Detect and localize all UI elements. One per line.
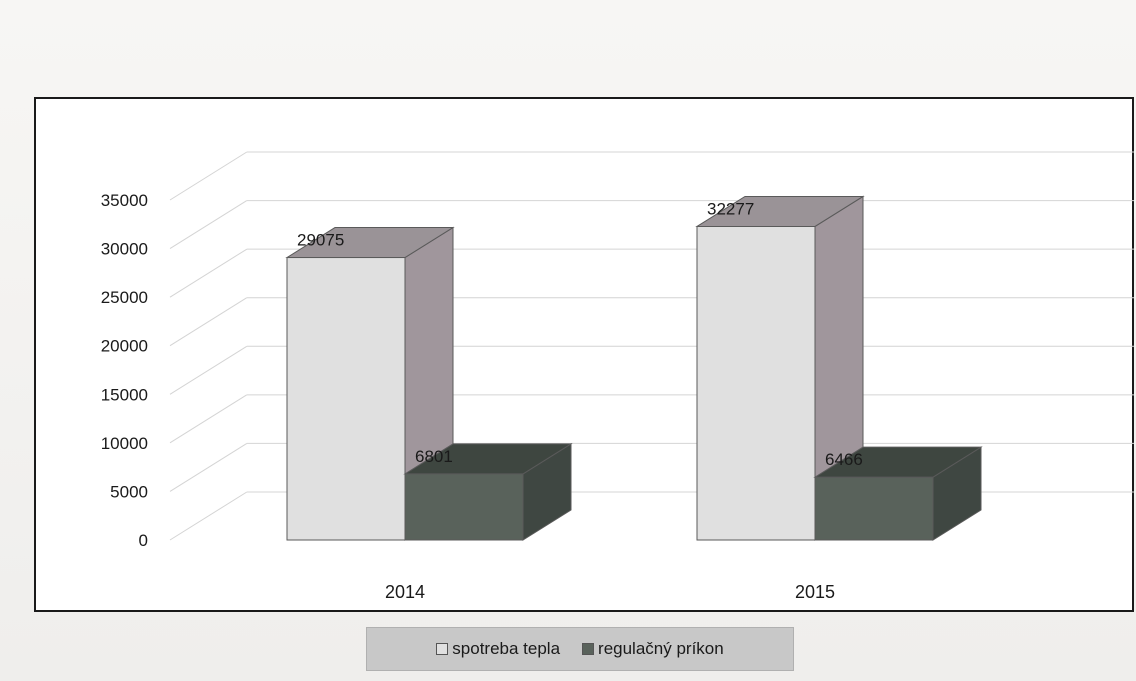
data-label: 6466 xyxy=(825,450,863,469)
gridline-diagonal xyxy=(169,443,248,492)
legend: spotreba tepla regulačný príkon xyxy=(366,627,794,671)
y-tick-label: 10000 xyxy=(101,434,148,453)
bar-front-spotreba-tepla xyxy=(696,225,816,541)
y-tick-label: 20000 xyxy=(101,337,148,356)
y-tick-label: 30000 xyxy=(101,240,148,259)
gridline-diagonal xyxy=(169,151,248,201)
legend-item-spotreba-tepla: spotreba tepla xyxy=(436,639,560,659)
gridline-diagonal xyxy=(169,200,248,249)
y-tick-label: 25000 xyxy=(101,288,148,307)
legend-item-regulacny-prikon: regulačný príkon xyxy=(582,639,724,659)
bar-top xyxy=(403,443,573,475)
gridline-diagonal xyxy=(169,297,248,347)
y-tick-label: 35000 xyxy=(101,191,148,210)
legend-label-regulacny-prikon: regulačný príkon xyxy=(598,639,724,658)
gridline-diagonal xyxy=(169,394,248,444)
bar-front-spotreba-tepla xyxy=(286,257,406,541)
x-tick-label: 2015 xyxy=(795,582,835,602)
gridline-diagonal xyxy=(169,345,248,395)
bar-top xyxy=(285,227,455,259)
bar-front-regulacny-prikon xyxy=(814,476,934,541)
y-tick-label: 15000 xyxy=(101,385,148,404)
bar-front-regulacny-prikon xyxy=(404,473,524,541)
legend-swatch-spotreba-tepla xyxy=(436,643,449,655)
y-tick-label: 0 xyxy=(139,531,148,550)
legend-label-spotreba-tepla: spotreba tepla xyxy=(452,639,561,658)
gridline-diagonal xyxy=(169,491,248,541)
gridline-diagonal xyxy=(169,248,248,298)
data-label: 6801 xyxy=(415,447,453,466)
data-label: 29075 xyxy=(297,231,344,250)
bar-top xyxy=(813,446,983,478)
legend-swatch-regulacny-prikon xyxy=(582,643,595,655)
bar-top xyxy=(695,195,865,227)
y-tick-label: 5000 xyxy=(110,482,148,501)
data-label: 32277 xyxy=(707,199,754,218)
x-tick-label: 2014 xyxy=(385,582,425,602)
